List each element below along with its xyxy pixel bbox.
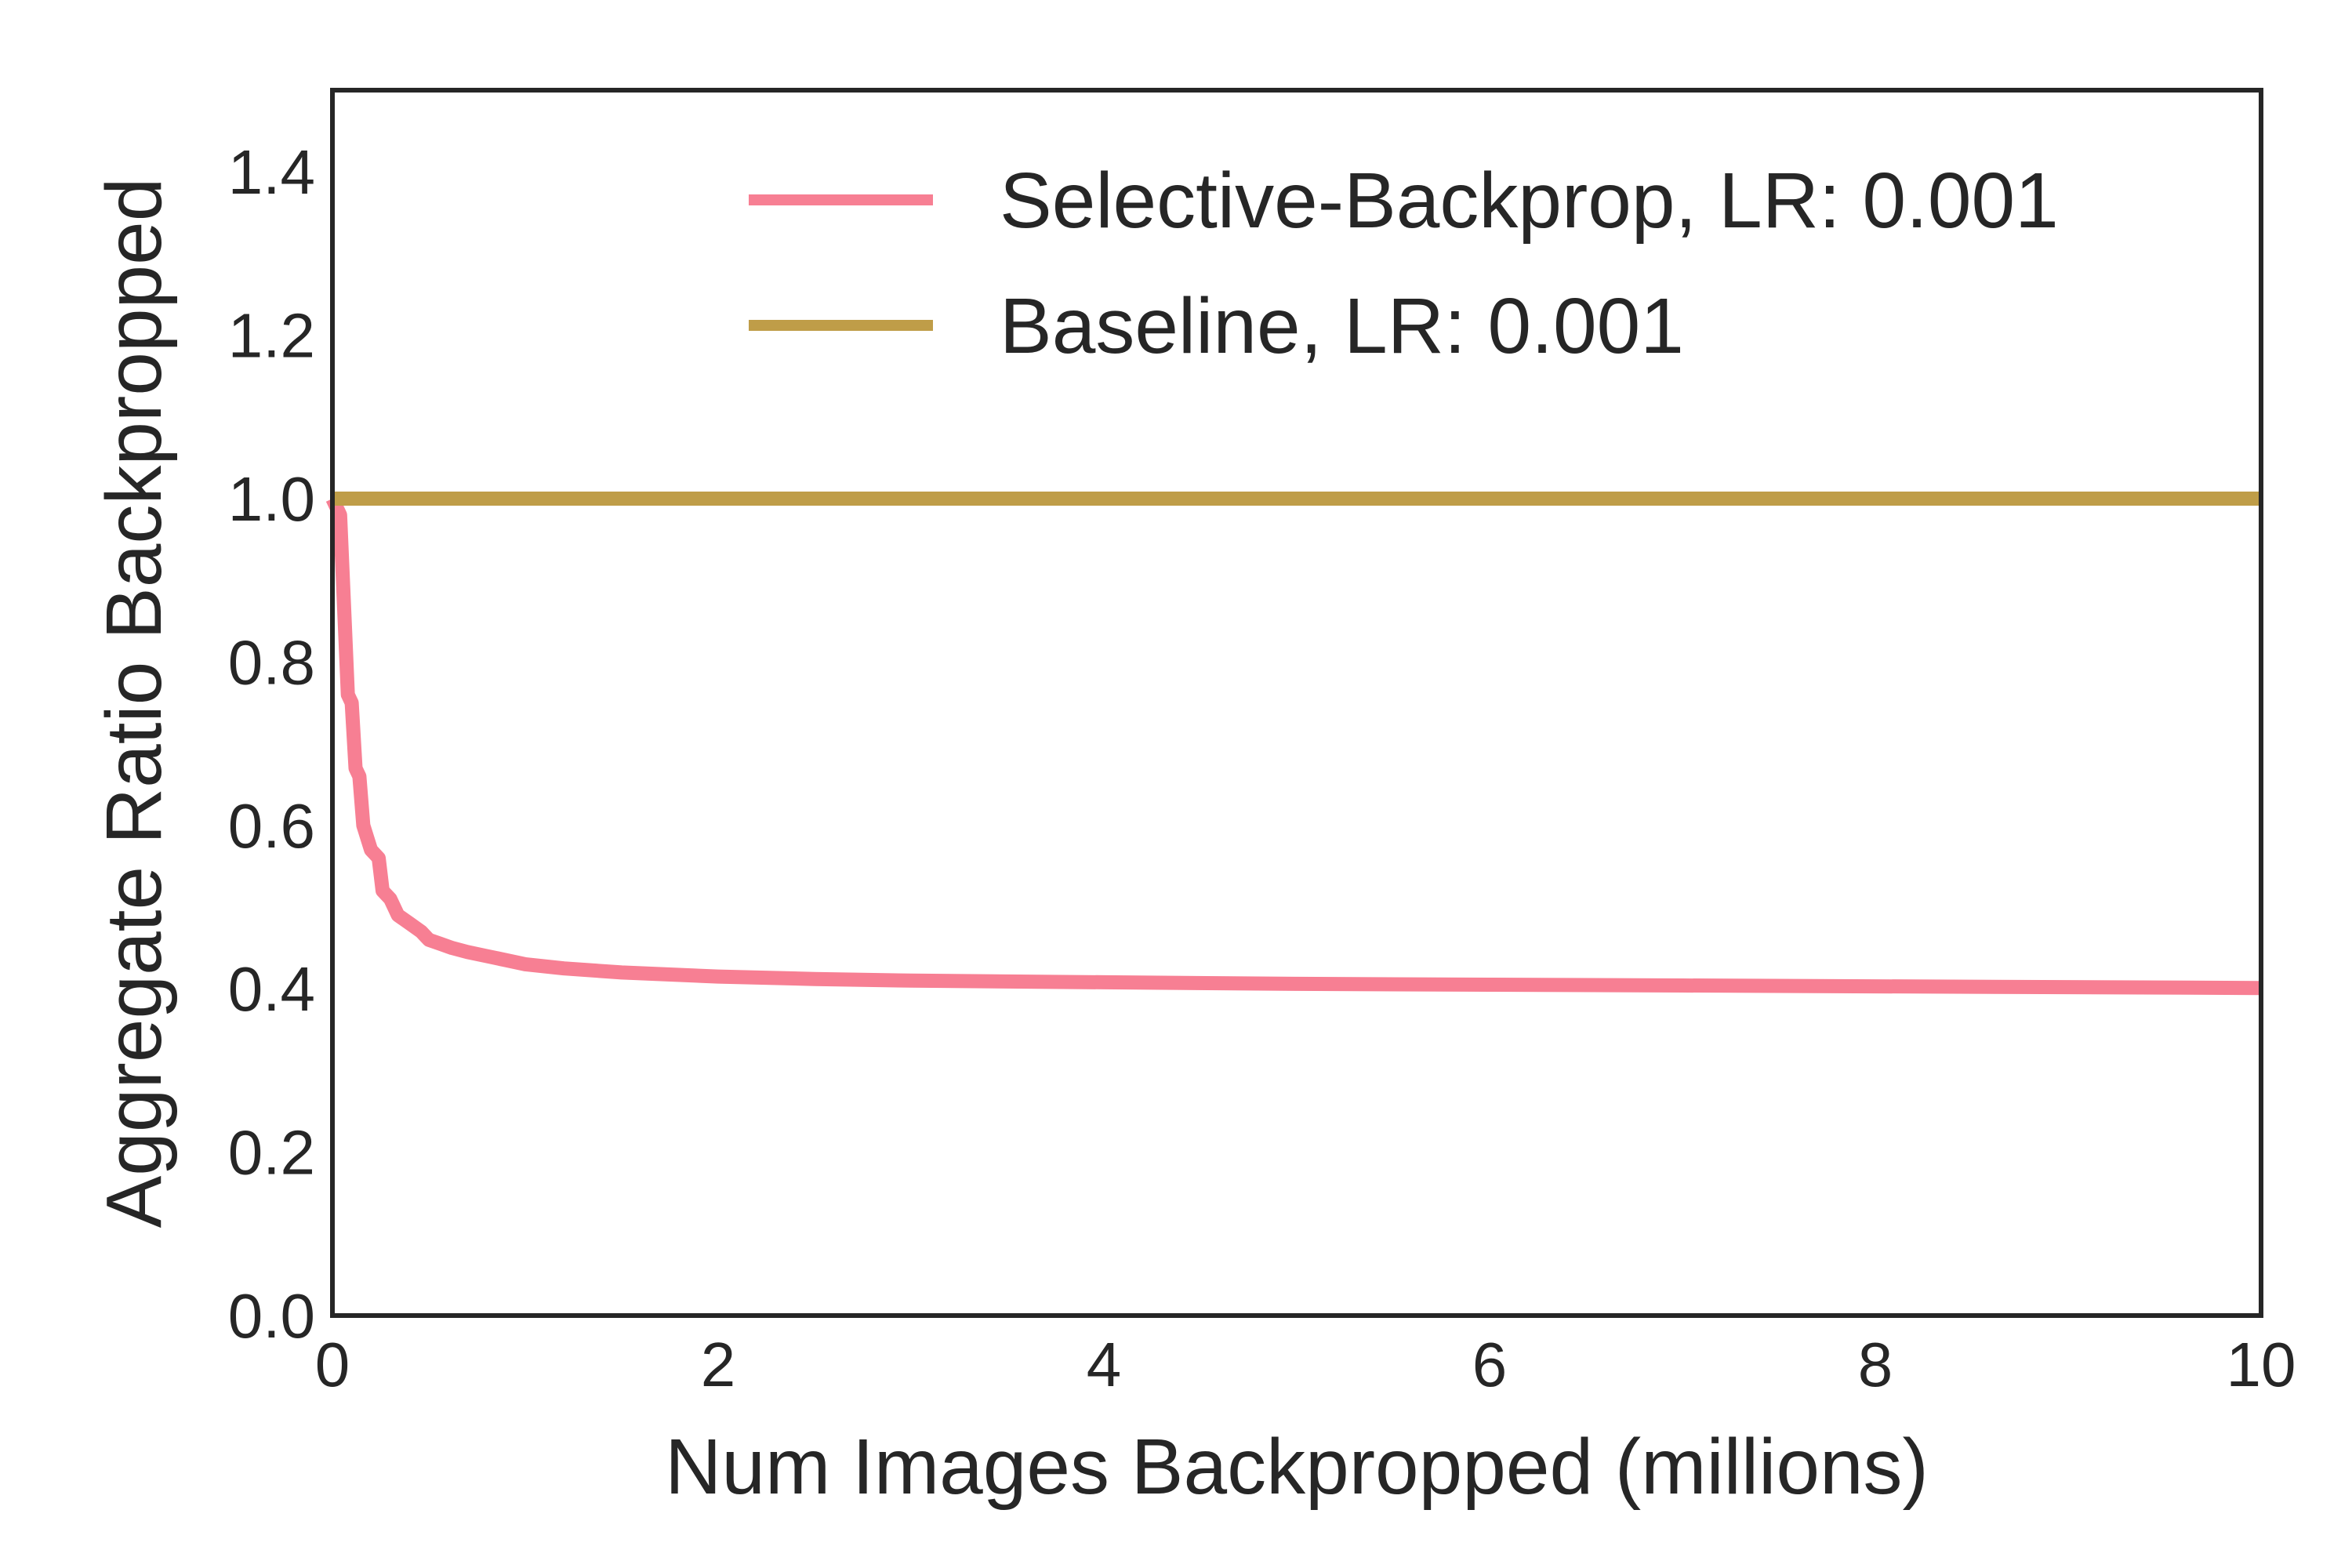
y-tick-labels: 0.0 0.2 0.4 0.6 0.8 1.0 1.2 1.4 [228, 137, 315, 1351]
x-axis-label: Num Images Backpropped (millions) [665, 1423, 1929, 1511]
y-tick-label: 0.2 [228, 1118, 315, 1188]
y-tick-label: 0.0 [228, 1281, 315, 1351]
y-tick-label: 1.0 [228, 464, 315, 534]
y-tick-label: 1.2 [228, 301, 315, 371]
legend-label-selective-backprop: Selective-Backprop, LR: 0.001 [1000, 157, 2059, 245]
x-tick-label: 0 [315, 1330, 350, 1399]
plot-frame [330, 88, 2263, 1318]
legend: Selective-Backprop, LR: 0.001 Baseline, … [749, 157, 2059, 370]
x-tick-label: 2 [701, 1330, 736, 1399]
series-line-0 [325, 495, 2262, 996]
y-tick-label: 0.8 [228, 627, 315, 697]
plot-lines [325, 492, 2262, 996]
y-axis-label: Aggregate Ratio Backpropped [90, 178, 178, 1229]
y-tick-label: 0.6 [228, 791, 315, 861]
x-tick-label: 8 [1858, 1330, 1893, 1399]
x-tick-labels: 0 2 4 6 8 10 [315, 1330, 2296, 1399]
x-tick-label: 10 [2227, 1330, 2296, 1399]
x-tick-label: 6 [1472, 1330, 1508, 1399]
legend-label-baseline: Baseline, LR: 0.001 [1000, 282, 1684, 370]
y-tick-label: 1.4 [228, 137, 315, 207]
y-tick-label: 0.4 [228, 954, 315, 1024]
x-tick-label: 4 [1087, 1330, 1122, 1399]
